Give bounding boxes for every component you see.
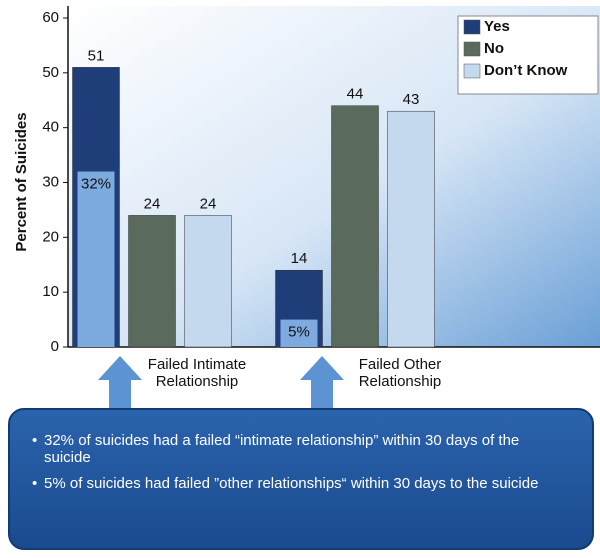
y-tick-label: 10 <box>42 283 59 300</box>
y-tick-label: 50 <box>42 64 59 81</box>
value-label: 44 <box>347 86 364 103</box>
x-tick-label: Failed Other Relationship <box>358 356 442 390</box>
y-tick-label: 20 <box>42 228 59 245</box>
bullet-text: 32% of suicides had a failed “intimate r… <box>32 432 568 466</box>
y-tick-label: 0 <box>51 338 59 355</box>
inner-value-label: 5% <box>288 324 310 341</box>
legend-swatch <box>463 41 481 57</box>
arrow <box>98 356 142 410</box>
y-tick-label: 40 <box>42 119 59 136</box>
inner-bar <box>77 171 115 347</box>
arrow <box>300 356 344 410</box>
bar <box>387 110 435 348</box>
bullet-text: 5% of suicides had failed ”other relatio… <box>32 475 568 492</box>
y-axis-label: Percent of Suicides <box>13 112 30 251</box>
legend-label: No <box>484 40 504 57</box>
inner-value-label: 32% <box>81 176 111 193</box>
value-label: 24 <box>144 195 161 212</box>
legend-swatch <box>463 63 481 79</box>
bar <box>128 215 176 348</box>
value-label: 43 <box>403 91 420 108</box>
y-tick-label: 30 <box>42 173 59 190</box>
legend-swatch <box>463 19 481 35</box>
callout: 32% of suicides had a failed “intimate r… <box>8 408 594 550</box>
legend-label: Yes <box>484 18 510 35</box>
inner-bar <box>280 319 318 347</box>
y-tick-label: 60 <box>42 9 59 26</box>
x-tick-label: Failed Intimate Relationship <box>147 356 247 390</box>
bar <box>331 105 379 348</box>
bar <box>184 215 232 348</box>
value-label: 14 <box>291 250 308 267</box>
value-label: 24 <box>200 195 217 212</box>
legend <box>457 15 599 95</box>
legend-label: Don’t Know <box>484 62 568 79</box>
value-label: 51 <box>88 47 105 64</box>
